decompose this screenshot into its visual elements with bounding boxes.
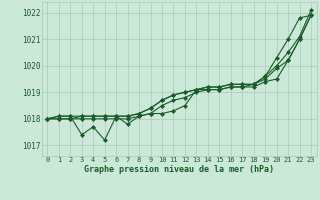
X-axis label: Graphe pression niveau de la mer (hPa): Graphe pression niveau de la mer (hPa): [84, 165, 274, 174]
